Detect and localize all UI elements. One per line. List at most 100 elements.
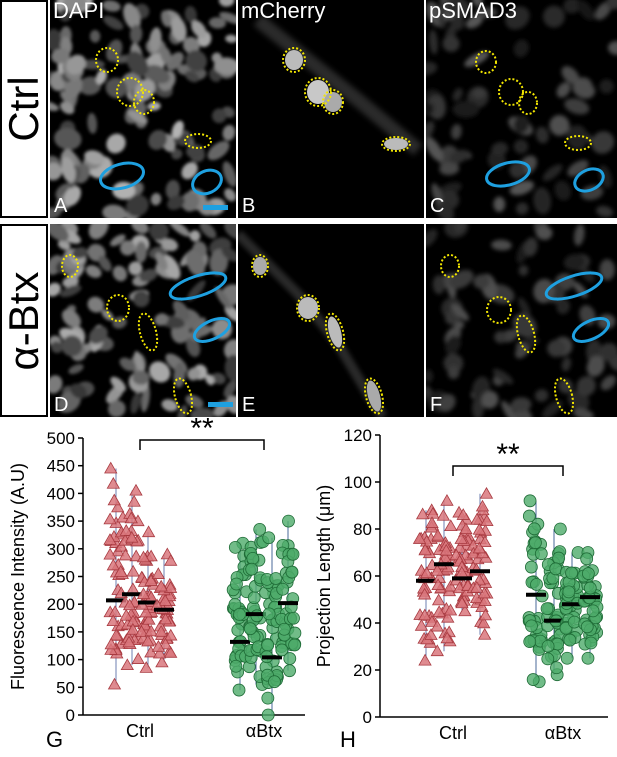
data-point <box>152 646 167 659</box>
data-point <box>418 543 432 556</box>
nucleus <box>149 224 169 241</box>
data-point <box>269 572 283 585</box>
nucleus <box>534 389 549 402</box>
nucleus <box>154 313 169 326</box>
data-point <box>478 535 492 548</box>
nucleus <box>510 397 532 412</box>
nucleus <box>212 318 233 340</box>
nucleus <box>60 285 82 298</box>
data-point <box>475 600 489 613</box>
data-point <box>151 639 166 652</box>
nucleus <box>535 225 553 240</box>
data-point <box>151 567 166 579</box>
cell-outline-yellow <box>553 377 575 415</box>
nucleus <box>465 14 484 29</box>
cell-outline-blue <box>191 168 223 196</box>
data-point <box>103 547 117 560</box>
data-point <box>541 652 555 666</box>
significance-label: ** <box>496 438 520 471</box>
panel-c-letter: C <box>430 195 445 217</box>
data-point <box>456 508 470 520</box>
nucleus <box>105 77 128 99</box>
data-point <box>563 633 577 647</box>
data-point <box>524 560 538 574</box>
nucleus <box>211 108 227 124</box>
nucleus <box>191 20 207 38</box>
data-point <box>134 625 149 637</box>
nucleus <box>542 400 563 417</box>
data-point <box>106 558 121 571</box>
nucleus <box>98 255 112 272</box>
nucleus <box>120 240 136 256</box>
nucleus <box>563 0 581 14</box>
nucleus <box>110 234 126 247</box>
nucleus <box>50 375 63 394</box>
nucleus <box>71 247 88 259</box>
nucleus <box>224 224 236 240</box>
nucleus <box>561 357 572 372</box>
nucleus <box>133 290 150 308</box>
series-group <box>466 486 494 640</box>
nucleus <box>171 148 183 160</box>
cell-outline-yellow <box>296 294 320 322</box>
series-group <box>275 514 302 678</box>
data-point <box>136 587 151 600</box>
data-point <box>530 578 543 591</box>
nucleus <box>101 309 114 321</box>
panel-d-letter: D <box>54 394 69 416</box>
y-tick-label: 50 <box>56 678 75 697</box>
nucleus <box>426 369 434 383</box>
nucleus <box>591 131 615 154</box>
x-tick-label: Ctrl <box>126 721 154 741</box>
data-point <box>425 615 439 627</box>
y-tick-label: 250 <box>47 568 75 587</box>
data-point <box>232 683 246 697</box>
nucleus <box>84 150 106 165</box>
nucleus <box>61 335 83 357</box>
cell-outline-blue <box>485 160 531 188</box>
nucleus <box>576 376 596 397</box>
data-point <box>231 623 245 637</box>
data-point <box>454 532 468 544</box>
data-point <box>288 638 302 652</box>
y-tick-label: 40 <box>353 614 372 633</box>
data-point <box>431 593 446 606</box>
nucleus <box>89 30 101 43</box>
data-point <box>158 612 173 625</box>
nucleus <box>183 36 200 55</box>
nucleus <box>181 162 198 180</box>
data-point <box>436 508 451 521</box>
nucleus <box>514 408 533 417</box>
nucleus <box>535 126 549 144</box>
chart-h-svg: 0 20 40 60 80 100 120 Projection Length (μm) Ctr… <box>314 426 608 743</box>
nucleus <box>150 193 162 206</box>
nucleus <box>60 90 74 105</box>
data-point <box>285 565 299 579</box>
nucleus <box>168 224 191 237</box>
data-point <box>277 622 291 636</box>
y-tick-label: 450 <box>47 457 75 476</box>
cell-outline-yellow <box>515 314 537 354</box>
panel-b-letter: B <box>242 195 256 217</box>
nucleus <box>452 100 480 118</box>
cell-outline-blue <box>192 317 232 343</box>
y-tick-label: 200 <box>47 595 75 614</box>
panel-d: D <box>50 224 236 417</box>
nucleus <box>454 224 466 234</box>
data-point <box>432 605 446 617</box>
data-point <box>459 522 473 535</box>
nucleus <box>78 76 102 96</box>
data-point <box>103 533 117 545</box>
cell-outline-blue <box>573 167 605 193</box>
panel-e-letter: E <box>242 394 256 416</box>
nucleus <box>50 101 59 111</box>
nucleus <box>518 297 531 317</box>
data-point <box>119 524 133 536</box>
nucleus <box>63 0 87 13</box>
nucleus <box>181 191 200 212</box>
nucleus <box>221 246 236 262</box>
nucleus <box>177 404 188 417</box>
nucleus <box>599 79 614 94</box>
nucleus <box>184 5 197 24</box>
data-point <box>581 651 595 665</box>
